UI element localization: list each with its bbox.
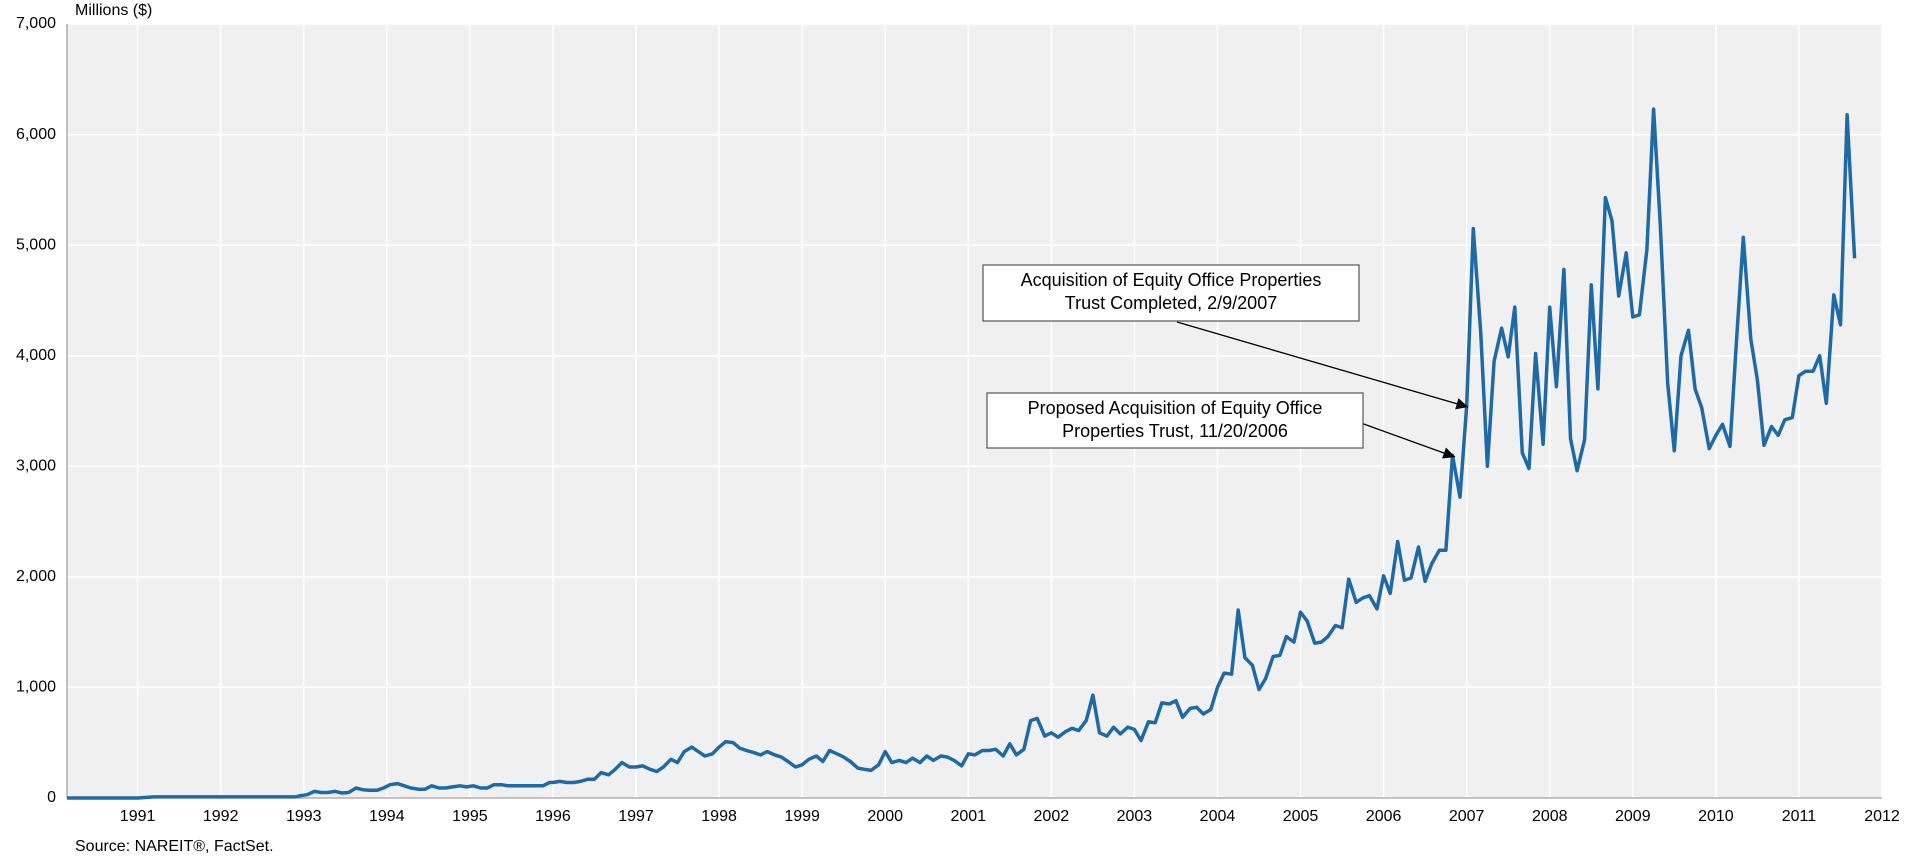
x-tick-label: 2002 xyxy=(1034,808,1070,825)
annotation-text: Acquisition of Equity Office Properties xyxy=(1021,270,1322,290)
x-tick-label: 2000 xyxy=(867,808,903,825)
x-tick-label: 2004 xyxy=(1200,808,1236,825)
y-tick-label: 1,000 xyxy=(16,679,56,696)
x-tick-label: 2009 xyxy=(1615,808,1651,825)
x-tick-label: 1991 xyxy=(120,808,156,825)
x-tick-label: 2011 xyxy=(1782,808,1817,825)
x-tick-label: 1994 xyxy=(369,808,405,825)
x-tick-label: 1998 xyxy=(701,808,737,825)
source: Source: NAREIT®, FactSet. xyxy=(75,838,274,855)
annotation-text: Properties Trust, 11/20/2006 xyxy=(1062,421,1288,441)
y-tick-label: 4,000 xyxy=(16,347,56,364)
x-tick-label: 2001 xyxy=(950,808,986,825)
y-tick-label: 7,000 xyxy=(16,15,56,32)
y-tick-label: 0 xyxy=(47,789,56,806)
x-tick-label: 1992 xyxy=(203,808,239,825)
annotation-arrow xyxy=(1360,422,1456,459)
x-tick-label: 2010 xyxy=(1698,808,1734,825)
annotation-text: Trust Completed, 2/9/2007 xyxy=(1065,293,1277,313)
x-tick-label: 2007 xyxy=(1449,808,1485,825)
x-tick-label: 2008 xyxy=(1532,808,1568,825)
annotation-arrow xyxy=(1176,321,1469,410)
y-tick-label: 3,000 xyxy=(16,458,56,475)
annotation-box xyxy=(982,264,1360,322)
y-axis-label: Millions ($) xyxy=(75,2,152,19)
x-tick-label: 2005 xyxy=(1283,808,1319,825)
x-tick-label: 1996 xyxy=(535,808,571,825)
annotation-text: Proposed Acquisition of Equity Office xyxy=(1028,398,1323,418)
x-tick-label: 2012 xyxy=(1864,808,1900,825)
x-tick-label: 1999 xyxy=(784,808,820,825)
x-tick-label: 1997 xyxy=(618,808,654,825)
line-series xyxy=(67,107,1857,800)
x-tick-label: 1995 xyxy=(452,808,488,825)
y-tick-label: 2,000 xyxy=(16,568,56,585)
annotation: Acquisition of Equity Office Properties T… xyxy=(982,264,1469,410)
y-tick-label: 5,000 xyxy=(16,236,56,253)
x-tick-label: 1993 xyxy=(286,808,322,825)
plot-area xyxy=(67,24,1882,798)
y-tick-label: 6,000 xyxy=(16,126,56,143)
x-tick-label: 2006 xyxy=(1366,808,1402,825)
annotation: Proposed Acquisition of Equity Office Pro… xyxy=(986,392,1456,459)
x-tick-label: 2003 xyxy=(1117,808,1153,825)
annotation-box xyxy=(986,392,1364,449)
